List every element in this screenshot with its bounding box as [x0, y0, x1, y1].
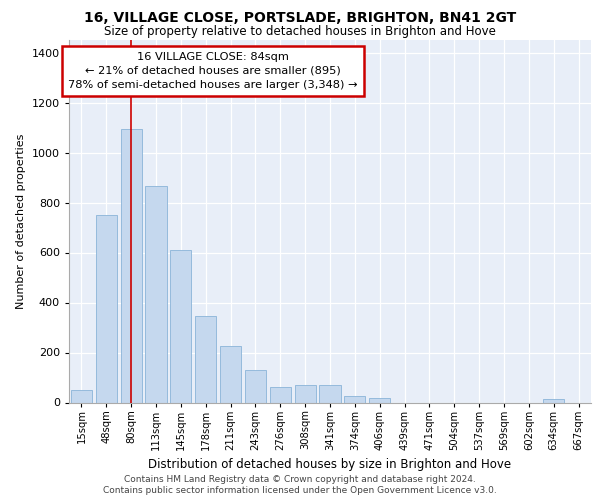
Bar	[245, 370, 266, 402]
Bar	[270, 387, 291, 402]
Bar	[543, 399, 564, 402]
Text: Contains public sector information licensed under the Open Government Licence v3: Contains public sector information licen…	[103, 486, 497, 495]
Y-axis label: Number of detached properties: Number of detached properties	[16, 134, 26, 309]
Bar	[295, 385, 316, 402]
Text: 16 VILLAGE CLOSE: 84sqm
← 21% of detached houses are smaller (895)
78% of semi-d: 16 VILLAGE CLOSE: 84sqm ← 21% of detache…	[68, 52, 358, 90]
Bar	[145, 186, 167, 402]
Text: 16, VILLAGE CLOSE, PORTSLADE, BRIGHTON, BN41 2GT: 16, VILLAGE CLOSE, PORTSLADE, BRIGHTON, …	[84, 11, 516, 25]
Bar	[170, 250, 191, 402]
Bar	[71, 390, 92, 402]
Bar	[319, 385, 341, 402]
Bar	[369, 398, 390, 402]
Bar	[220, 346, 241, 403]
X-axis label: Distribution of detached houses by size in Brighton and Hove: Distribution of detached houses by size …	[148, 458, 512, 471]
Bar	[96, 215, 117, 402]
Bar	[121, 129, 142, 402]
Bar	[344, 396, 365, 402]
Bar	[195, 316, 216, 402]
Text: Contains HM Land Registry data © Crown copyright and database right 2024.: Contains HM Land Registry data © Crown c…	[124, 475, 476, 484]
Text: Size of property relative to detached houses in Brighton and Hove: Size of property relative to detached ho…	[104, 25, 496, 38]
